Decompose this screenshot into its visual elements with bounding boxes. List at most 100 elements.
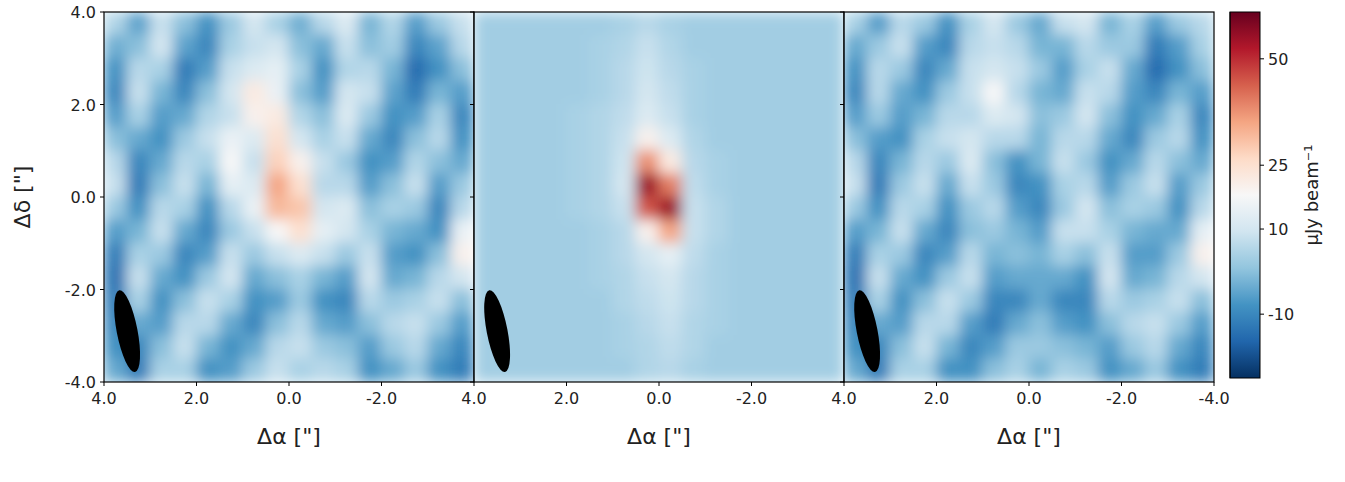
cell (381, 243, 405, 267)
cell (543, 312, 567, 336)
cell (844, 197, 868, 221)
cell (959, 127, 983, 151)
cell (196, 220, 220, 244)
x-tick (751, 382, 752, 386)
cell (173, 266, 197, 290)
cell (104, 12, 128, 36)
cell (612, 12, 636, 36)
cell (150, 150, 174, 174)
cell (612, 197, 636, 221)
cell (289, 173, 313, 197)
cell (404, 335, 428, 359)
y-tick (840, 382, 844, 383)
cell (867, 127, 891, 151)
cell (774, 197, 798, 221)
cell (936, 243, 960, 267)
cell (450, 220, 474, 244)
cell (774, 104, 798, 128)
cell (936, 12, 960, 36)
cell (890, 312, 914, 336)
cell (705, 127, 729, 151)
cell (659, 58, 683, 82)
cell (242, 289, 266, 313)
cell (242, 220, 266, 244)
cell (982, 35, 1006, 59)
cell (635, 81, 659, 105)
cell (265, 150, 289, 174)
cell (635, 358, 659, 382)
cell (196, 35, 220, 59)
cell (381, 197, 405, 221)
cell (381, 220, 405, 244)
cell (1029, 150, 1053, 174)
cell (820, 197, 844, 221)
cell (450, 243, 474, 267)
cell (635, 335, 659, 359)
cell (635, 197, 659, 221)
frame (104, 12, 474, 382)
cell (705, 312, 729, 336)
cb-tick-label: -10 (1268, 305, 1294, 324)
cell (335, 243, 359, 267)
cell (936, 127, 960, 151)
cell (404, 197, 428, 221)
cells (104, 12, 474, 382)
cell (844, 358, 868, 382)
cell (1052, 35, 1076, 59)
cell (1005, 35, 1029, 59)
cell (242, 81, 266, 105)
cell (289, 12, 313, 36)
cell (890, 127, 914, 151)
cell (682, 12, 706, 36)
cell (196, 81, 220, 105)
cell (797, 358, 821, 382)
cell (1005, 104, 1029, 128)
cell (173, 150, 197, 174)
cell (1121, 266, 1145, 290)
cell (1167, 266, 1191, 290)
cell (381, 12, 405, 36)
cell (751, 35, 775, 59)
cell (682, 335, 706, 359)
cell (150, 197, 174, 221)
cell (497, 266, 521, 290)
cell (774, 312, 798, 336)
cell (612, 243, 636, 267)
cell (404, 35, 428, 59)
cell (520, 104, 544, 128)
cell (520, 289, 544, 313)
cell (659, 243, 683, 267)
cell (219, 150, 243, 174)
cell (751, 58, 775, 82)
cell (566, 358, 590, 382)
cell (1121, 197, 1145, 221)
cell (150, 243, 174, 267)
plot-area (844, 12, 1214, 382)
cell (589, 173, 613, 197)
cell (1167, 58, 1191, 82)
cell (844, 104, 868, 128)
cell (312, 127, 336, 151)
cell (982, 197, 1006, 221)
cell (474, 81, 498, 105)
cell (635, 104, 659, 128)
cell (820, 312, 844, 336)
cell (543, 58, 567, 82)
x-axis-title: Δα ["] (257, 424, 321, 449)
cell (312, 266, 336, 290)
cell (543, 220, 567, 244)
cell (1075, 220, 1099, 244)
cell (589, 150, 613, 174)
cell (1190, 104, 1214, 128)
cell (1098, 266, 1122, 290)
cell (196, 173, 220, 197)
cell (404, 127, 428, 151)
cell (1098, 358, 1122, 382)
cell (751, 197, 775, 221)
cell (1005, 127, 1029, 151)
cell (104, 197, 128, 221)
cell (890, 104, 914, 128)
cell (1005, 58, 1029, 82)
cell (1098, 312, 1122, 336)
cell (844, 58, 868, 82)
